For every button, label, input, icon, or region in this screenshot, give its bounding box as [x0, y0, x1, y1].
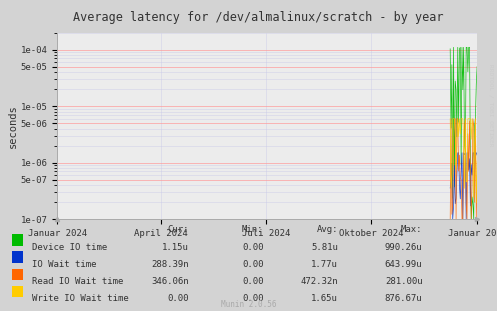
Text: 0.00: 0.00: [242, 260, 263, 269]
Text: 0.00: 0.00: [242, 277, 263, 286]
Text: 990.26u: 990.26u: [385, 243, 422, 252]
Text: 0.00: 0.00: [242, 243, 263, 252]
Text: Read IO Wait time: Read IO Wait time: [32, 277, 124, 286]
Text: 1.65u: 1.65u: [311, 294, 338, 303]
Text: 0.00: 0.00: [167, 294, 189, 303]
Text: 281.00u: 281.00u: [385, 277, 422, 286]
Text: 643.99u: 643.99u: [385, 260, 422, 269]
Text: Device IO time: Device IO time: [32, 243, 107, 252]
Text: RRDTOOL / TOBI OETIKER: RRDTOOL / TOBI OETIKER: [489, 64, 494, 147]
Text: Average latency for /dev/almalinux/scratch - by year: Average latency for /dev/almalinux/scrat…: [73, 11, 444, 24]
Text: 1.77u: 1.77u: [311, 260, 338, 269]
Text: Munin 2.0.56: Munin 2.0.56: [221, 300, 276, 309]
Text: IO Wait time: IO Wait time: [32, 260, 97, 269]
Text: Write IO Wait time: Write IO Wait time: [32, 294, 129, 303]
Text: Max:: Max:: [401, 225, 422, 234]
Text: 1.15u: 1.15u: [162, 243, 189, 252]
Text: Min:: Min:: [242, 225, 263, 234]
Y-axis label: seconds: seconds: [8, 104, 18, 148]
Text: 288.39n: 288.39n: [151, 260, 189, 269]
Text: 876.67u: 876.67u: [385, 294, 422, 303]
Text: Cur:: Cur:: [167, 225, 189, 234]
Text: 5.81u: 5.81u: [311, 243, 338, 252]
Text: 346.06n: 346.06n: [151, 277, 189, 286]
Text: 0.00: 0.00: [242, 294, 263, 303]
Text: Avg:: Avg:: [317, 225, 338, 234]
Text: 472.32n: 472.32n: [300, 277, 338, 286]
